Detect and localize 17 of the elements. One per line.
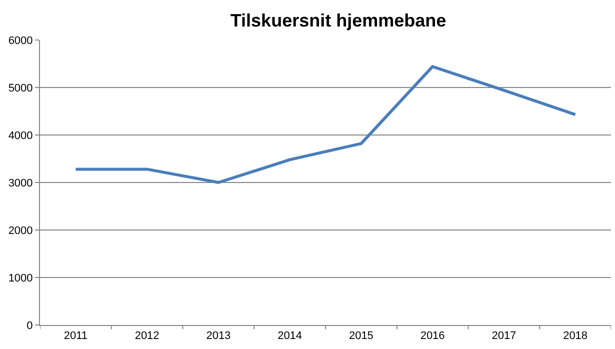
y-tick-label: 3000 (8, 177, 33, 190)
x-tick-label: 2015 (348, 330, 374, 342)
y-tick-label: 5000 (8, 82, 33, 94)
chart-title: Tilskuersnit hjemmebane (230, 10, 446, 31)
y-tick-label: 1000 (8, 272, 33, 284)
line-series (74, 65, 577, 184)
y-tick-label: 2000 (8, 224, 33, 237)
x-tick-label: 2014 (278, 330, 302, 342)
y-tick-label: 0 (26, 320, 33, 332)
x-tick-label: 2011 (64, 330, 88, 342)
x-tick-label: 2018 (563, 330, 588, 342)
y-tick-label: 4000 (8, 130, 33, 142)
x-tick-label: 2012 (134, 330, 160, 342)
x-tick-label: 2013 (206, 330, 231, 342)
x-tick-label: 2016 (420, 330, 445, 342)
x-tick-label: 2017 (492, 330, 516, 342)
y-tick-label: 6000 (8, 34, 33, 47)
